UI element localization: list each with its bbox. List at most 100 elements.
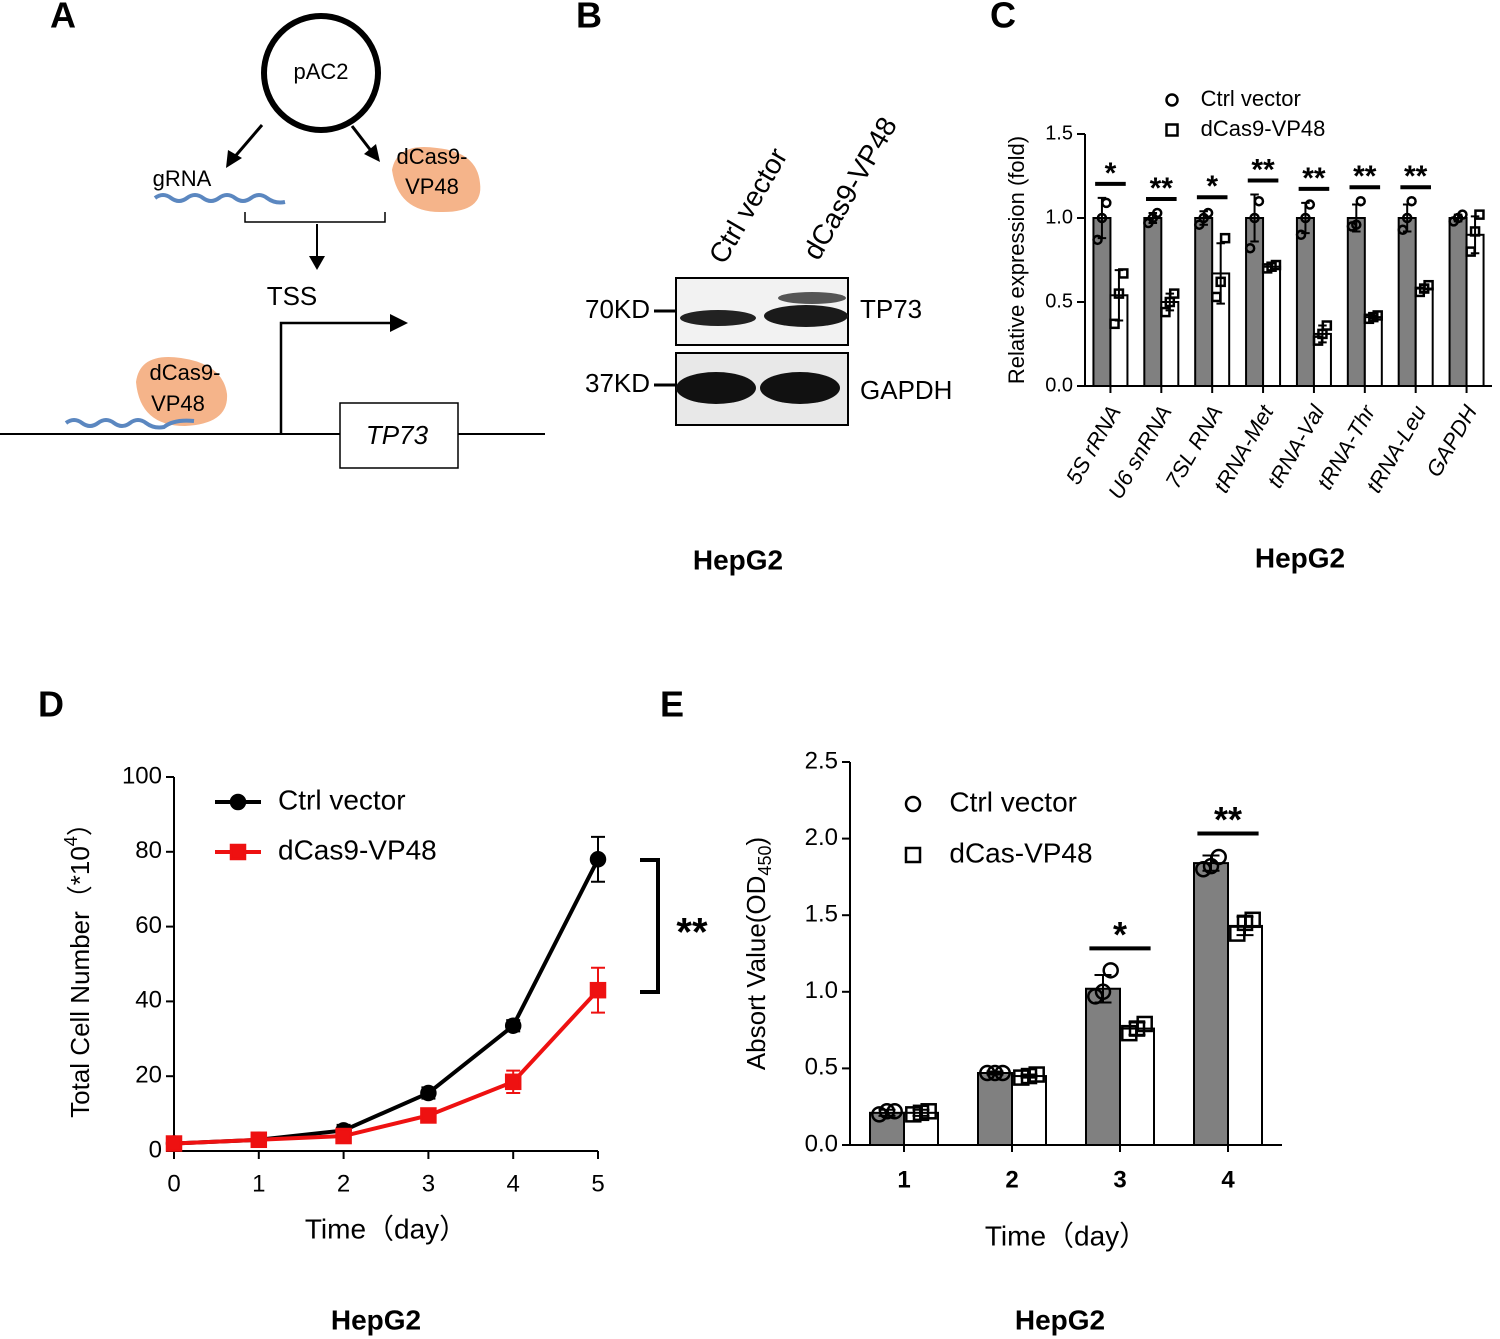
- effector-label: dCas9-: [150, 360, 221, 385]
- data-point: [504, 1073, 522, 1091]
- caption: HepG2: [1015, 1304, 1105, 1335]
- bound-effector: [136, 357, 228, 426]
- legend-label: Ctrl vector: [278, 784, 406, 815]
- data-point: [1118, 268, 1129, 279]
- bar: [1119, 1027, 1155, 1146]
- band-label: TP73: [860, 294, 922, 324]
- data-point: [1215, 276, 1226, 288]
- y-tick-label: 40: [135, 987, 162, 1014]
- y-axis-title-suffix: ): [741, 837, 771, 846]
- data-point: [1465, 246, 1476, 257]
- data-point: [1397, 224, 1409, 236]
- lane-label: Ctrl vector: [703, 143, 794, 269]
- band: [764, 305, 848, 327]
- legend-label: dCas9-VP48: [1201, 116, 1326, 141]
- significance: **: [1302, 162, 1326, 195]
- data-point: [1406, 195, 1417, 207]
- significance: **: [1214, 799, 1242, 840]
- legend-marker: [904, 846, 922, 864]
- data-point: [1355, 195, 1366, 207]
- x-tick-label: 1: [897, 1166, 910, 1193]
- y-axis-title: Absort Value(OD450): [741, 837, 775, 1070]
- bar: [1465, 233, 1485, 387]
- data-point: [1401, 212, 1413, 224]
- data-point: [986, 1064, 1004, 1082]
- x-axis-title: Time（day）: [305, 1213, 467, 1244]
- data-point: [1101, 197, 1112, 209]
- bar: [1227, 924, 1263, 1147]
- data-point: [250, 1131, 268, 1149]
- band: [680, 310, 756, 326]
- grna: [64, 418, 195, 430]
- x-tick-label: 4: [1221, 1166, 1235, 1193]
- bar: [1346, 217, 1366, 387]
- arrow: [350, 125, 374, 153]
- legend-marker: [904, 795, 922, 813]
- significance: **: [1353, 160, 1377, 193]
- data-point: [1304, 199, 1316, 210]
- bar: [1295, 217, 1315, 387]
- effector-label: dCas9-: [397, 144, 468, 169]
- grna: [153, 193, 286, 205]
- y-axis-title-sub: 450: [755, 846, 775, 876]
- data-point: [1372, 310, 1383, 321]
- data-point: [420, 1084, 437, 1102]
- plasmid-label: pAC2: [293, 59, 348, 84]
- data-point: [979, 1064, 996, 1082]
- data-point: [1096, 212, 1108, 224]
- effector-label: VP48: [405, 174, 459, 199]
- series-line: [173, 858, 600, 1146]
- bar: [1262, 265, 1282, 387]
- bar: [1194, 217, 1214, 387]
- lane-label: dCas9-VP48: [797, 112, 903, 265]
- data-point: [1457, 209, 1468, 220]
- data-point: [1244, 911, 1261, 929]
- y-tick-label: 1.5: [805, 901, 838, 928]
- data-point: [1321, 320, 1333, 331]
- caption: HepG2: [331, 1304, 421, 1335]
- y-tick-label: 2.0: [805, 824, 838, 851]
- data-point: [1300, 212, 1311, 224]
- y-tick-label: 0.5: [805, 1054, 838, 1081]
- plasmid: [261, 13, 381, 133]
- tss-arrow: [279, 321, 392, 434]
- bar: [1414, 287, 1434, 387]
- panel-label: B: [576, 0, 602, 36]
- data-point: [504, 1017, 522, 1034]
- y-tick-label: 80: [135, 837, 162, 864]
- y-tick-label: 2.5: [805, 747, 838, 774]
- legend-label: Ctrl vector: [949, 786, 1077, 817]
- panel-label: E: [660, 684, 684, 725]
- y-tick-label: 60: [135, 912, 162, 939]
- bar: [1397, 217, 1417, 387]
- x-tick-label: 3: [1113, 1166, 1126, 1193]
- y-tick-label: 100: [122, 762, 162, 789]
- bar: [1011, 1075, 1047, 1147]
- y-axis-title-text: Relative expression (fold): [1004, 136, 1029, 384]
- legend-marker: [229, 793, 247, 811]
- x-tick-label: GAPDH: [1421, 401, 1482, 481]
- legend-label: Ctrl vector: [1201, 86, 1301, 111]
- significance: **: [1251, 153, 1275, 186]
- data-point: [1092, 234, 1103, 246]
- arrow-head: [364, 144, 380, 162]
- y-tick-label: 1.5: [1045, 122, 1073, 144]
- size-label: 70KD: [585, 294, 650, 324]
- data-point: [1295, 229, 1307, 241]
- data-point: [994, 1064, 1011, 1082]
- x-tick-label: 4: [507, 1170, 520, 1197]
- arrow-head: [390, 314, 408, 332]
- band-label: GAPDH: [860, 375, 952, 405]
- y-tick-label: 0.0: [805, 1130, 838, 1157]
- series-line: [173, 988, 600, 1146]
- data-point: [1168, 288, 1180, 299]
- caption: HepG2: [1255, 542, 1345, 573]
- data-point: [1195, 860, 1212, 878]
- y-axis-title-text: Total Cell Number（*10: [65, 846, 95, 1118]
- tss-label: TSS: [267, 281, 318, 311]
- data-point: [1151, 207, 1163, 219]
- data-point: [1211, 291, 1222, 303]
- data-point: [335, 1127, 352, 1145]
- data-point: [1113, 288, 1125, 299]
